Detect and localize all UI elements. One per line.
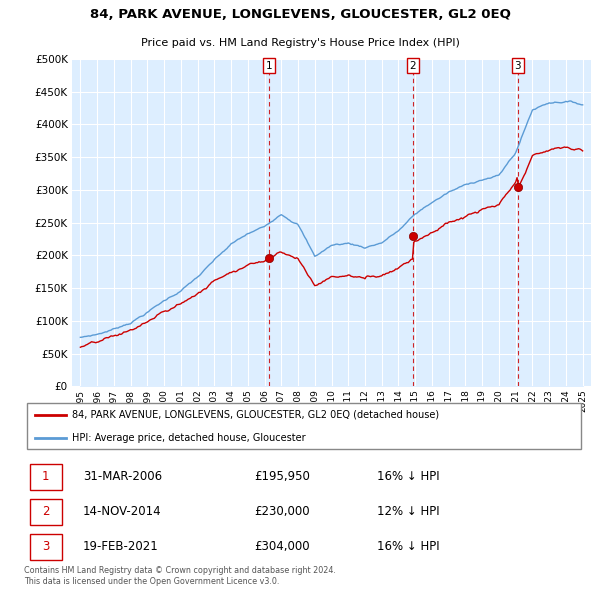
- Text: 16% ↓ HPI: 16% ↓ HPI: [377, 470, 440, 483]
- Text: £304,000: £304,000: [254, 540, 310, 553]
- Text: 19-FEB-2021: 19-FEB-2021: [83, 540, 158, 553]
- Text: 12% ↓ HPI: 12% ↓ HPI: [377, 505, 440, 519]
- Text: £195,950: £195,950: [254, 470, 310, 483]
- Text: 3: 3: [515, 61, 521, 71]
- Text: Price paid vs. HM Land Registry's House Price Index (HPI): Price paid vs. HM Land Registry's House …: [140, 38, 460, 48]
- FancyBboxPatch shape: [29, 499, 62, 525]
- FancyBboxPatch shape: [27, 403, 581, 450]
- Text: 84, PARK AVENUE, LONGLEVENS, GLOUCESTER, GL2 0EQ (detached house): 84, PARK AVENUE, LONGLEVENS, GLOUCESTER,…: [71, 409, 439, 419]
- Text: 84, PARK AVENUE, LONGLEVENS, GLOUCESTER, GL2 0EQ: 84, PARK AVENUE, LONGLEVENS, GLOUCESTER,…: [89, 8, 511, 21]
- FancyBboxPatch shape: [29, 533, 62, 560]
- Text: Contains HM Land Registry data © Crown copyright and database right 2024.
This d: Contains HM Land Registry data © Crown c…: [24, 566, 336, 586]
- Text: 3: 3: [42, 540, 50, 553]
- Text: 2: 2: [42, 505, 50, 519]
- Text: 1: 1: [42, 470, 50, 483]
- Text: £230,000: £230,000: [254, 505, 310, 519]
- FancyBboxPatch shape: [29, 464, 62, 490]
- Text: 16% ↓ HPI: 16% ↓ HPI: [377, 540, 440, 553]
- Text: 1: 1: [265, 61, 272, 71]
- Text: HPI: Average price, detached house, Gloucester: HPI: Average price, detached house, Glou…: [71, 433, 305, 443]
- Text: 2: 2: [410, 61, 416, 71]
- Text: 31-MAR-2006: 31-MAR-2006: [83, 470, 162, 483]
- Text: 14-NOV-2014: 14-NOV-2014: [83, 505, 161, 519]
